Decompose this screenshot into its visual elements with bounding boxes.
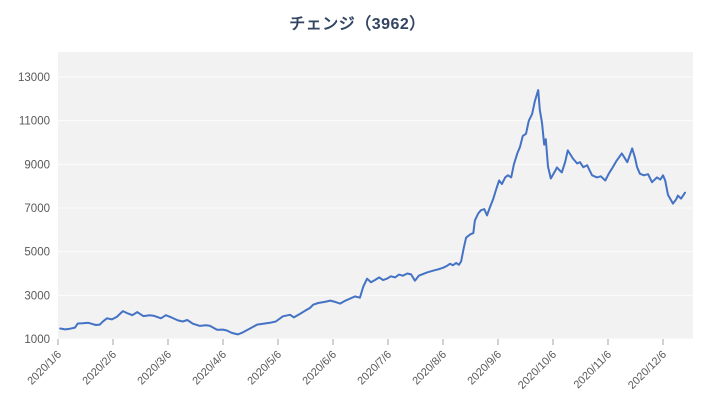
x-axis-label: 2020/1/6 bbox=[25, 349, 64, 388]
x-axis-label: 2020/5/6 bbox=[245, 349, 284, 388]
x-axis-label: 2020/7/6 bbox=[355, 349, 394, 388]
y-axis-label: 9000 bbox=[24, 159, 50, 171]
y-axis-label: 5000 bbox=[24, 247, 50, 259]
x-axis-label: 2020/12/6 bbox=[626, 349, 669, 392]
y-axis-label: 1000 bbox=[24, 334, 50, 346]
x-axis-label: 2020/10/6 bbox=[516, 349, 559, 392]
x-axis-label: 2020/4/6 bbox=[190, 349, 229, 388]
plot-area bbox=[58, 52, 693, 339]
x-axis-label: 2020/9/6 bbox=[465, 349, 504, 388]
x-axis-label: 2020/11/6 bbox=[572, 349, 615, 392]
y-axis-label: 3000 bbox=[24, 290, 50, 302]
chart-title: チェンジ（3962） bbox=[289, 16, 426, 33]
y-axis-label: 13000 bbox=[18, 72, 50, 84]
x-axis-label: 2020/6/6 bbox=[300, 349, 339, 388]
y-axis-label: 11000 bbox=[19, 116, 50, 128]
x-axis-label: 2020/3/6 bbox=[135, 349, 174, 388]
price-line bbox=[59, 89, 686, 336]
y-axis-label: 7000 bbox=[24, 203, 50, 215]
x-axis-label: 2020/2/6 bbox=[80, 349, 119, 388]
x-axis-label: 2020/8/6 bbox=[410, 349, 449, 388]
